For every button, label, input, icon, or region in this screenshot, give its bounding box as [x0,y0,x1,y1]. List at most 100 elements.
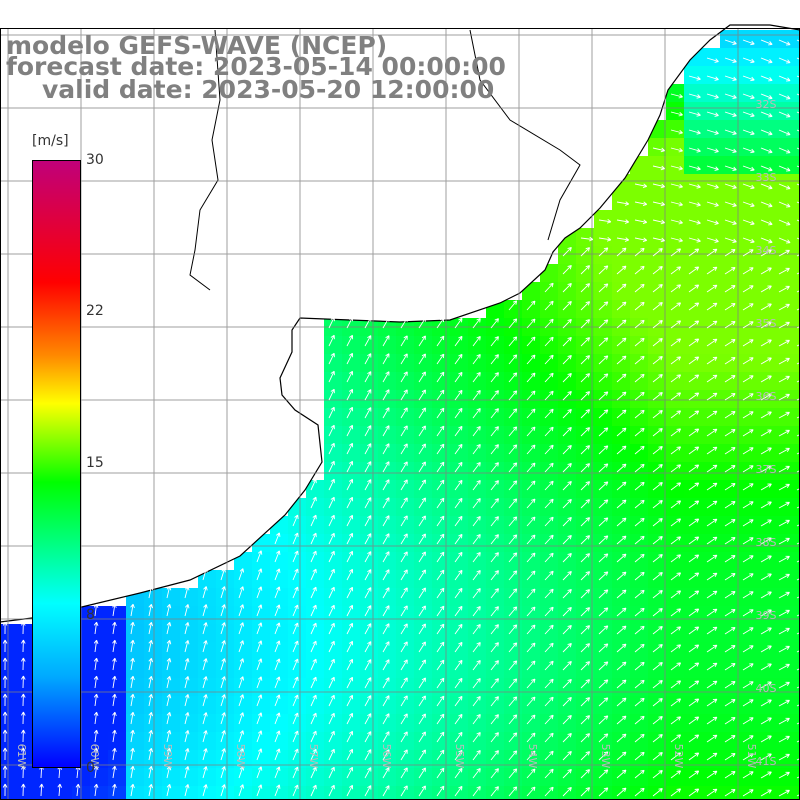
wind-arrow [760,237,773,244]
wind-arrow [580,463,591,473]
wind-arrow [328,370,335,383]
ocean-cell [522,516,540,534]
ocean-cell [792,336,800,354]
wind-arrow [616,265,627,275]
ocean-cell [540,282,558,300]
ocean-cell [90,714,108,732]
wind-arrow [706,788,718,797]
ocean-cell [522,732,540,750]
ocean-cell [648,390,666,408]
ocean-cell [450,390,468,408]
wind-arrow [760,357,772,365]
wind-arrow [526,300,536,311]
wind-arrow [580,715,591,725]
wind-arrow [580,236,594,242]
ocean-cell [612,426,630,444]
lon-label: 52W [672,744,685,769]
ocean-cell [450,732,468,750]
wind-arrow [724,735,736,743]
ocean-cell [756,120,774,138]
wind-arrow [274,604,281,617]
wind-arrow [418,479,426,491]
ocean-cell [576,678,594,696]
wind-arrow [760,537,772,545]
wind-arrow [796,379,800,383]
wind-arrow [328,766,335,779]
ocean-cell [180,588,198,606]
wind-arrow [778,537,790,545]
ocean-cell [378,732,396,750]
ocean-cell [612,264,630,282]
ocean-cell [756,570,774,588]
ocean-cell [540,372,558,390]
wind-arrow [436,569,445,581]
ocean-cell [630,426,648,444]
lon-label: 53W [599,744,612,769]
ocean-cell [486,534,504,552]
wind-arrow [202,694,208,707]
wind-arrow [688,446,700,455]
ocean-cell [396,336,414,354]
ocean-cell [648,588,666,606]
wind-arrow [688,147,701,153]
wind-arrow [292,514,299,527]
ocean-cell [774,696,792,714]
ocean-cell [630,714,648,732]
wind-arrow [634,733,645,743]
wind-arrow [346,514,354,527]
wind-arrow [742,627,754,635]
wind-arrow [724,147,737,153]
ocean-cell [414,588,432,606]
wind-arrow [670,410,682,419]
ocean-cell [702,66,720,84]
ocean-cell [738,516,756,534]
wind-arrow [21,711,26,725]
ocean-cell [270,660,288,678]
ocean-cell [432,786,450,800]
ocean-cell [162,606,180,624]
wind-arrow [454,623,463,635]
wind-arrow [688,93,701,99]
ocean-cell [540,444,558,462]
ocean-cell [180,624,198,642]
wind-arrow [598,445,609,455]
ocean-cell [36,768,54,786]
ocean-cell [594,750,612,768]
ocean-cell [324,408,342,426]
wind-arrow [2,693,8,707]
wind-arrow [436,677,445,689]
ocean-cell [504,750,522,768]
wind-arrow [724,201,737,207]
wind-arrow [93,747,99,761]
wind-arrow [166,765,172,779]
wind-arrow [364,353,372,365]
wind-arrow [616,679,627,689]
wind-arrow [742,201,755,208]
wind-arrow [274,784,281,797]
ocean-cell [702,192,720,210]
ocean-cell [684,678,702,696]
ocean-cell [558,534,576,552]
ocean-cell [774,138,792,156]
wind-arrow [166,639,172,653]
wind-arrow [2,675,8,689]
ocean-cell [666,408,684,426]
wind-arrow [436,479,445,491]
wind-arrow [544,642,554,653]
wind-arrow [634,589,645,599]
wind-arrow [436,587,445,599]
ocean-cell [468,732,486,750]
ocean-cell [396,750,414,768]
ocean-cell [702,174,720,192]
ocean-cell [396,354,414,372]
ocean-cell [0,696,18,714]
ocean-cell [666,696,684,714]
wind-arrow [526,552,536,563]
wind-arrow [2,639,8,653]
ocean-cell [774,390,792,408]
ocean-cell [450,534,468,552]
ocean-cell [702,372,720,390]
wind-arrow [526,480,536,491]
wind-arrow [93,783,99,797]
wind-arrow [688,536,700,545]
